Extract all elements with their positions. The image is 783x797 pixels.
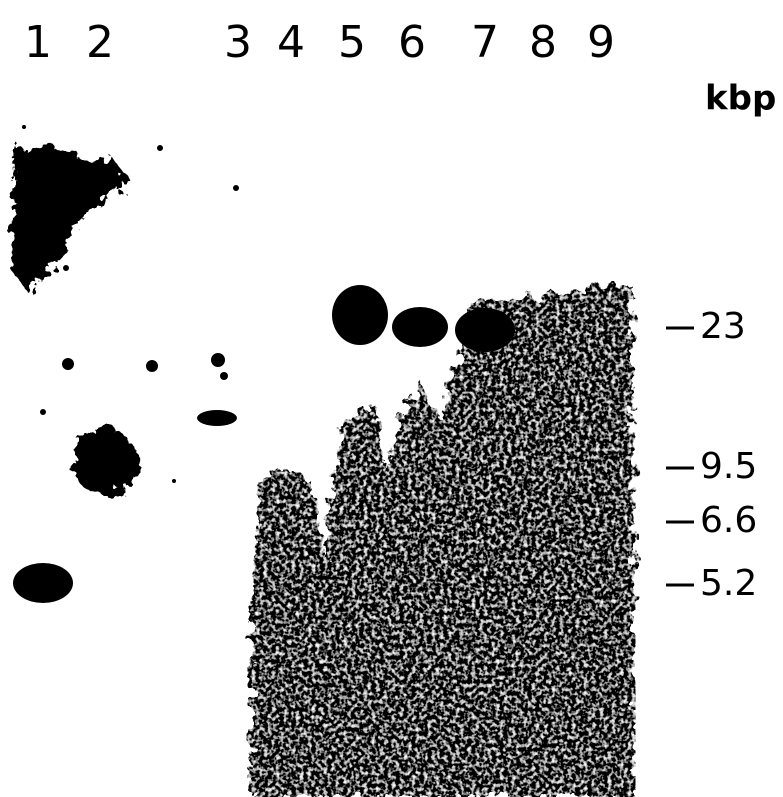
lane-label: 4 [277, 17, 305, 68]
lane-label: 9 [587, 17, 615, 68]
lane1-smear [12, 145, 130, 290]
lane-label: 6 [398, 17, 426, 68]
marker-label: 5.2 [700, 563, 757, 604]
unit-label: kbp [705, 79, 776, 119]
marker-label: 23 [700, 306, 746, 347]
gel-signal [12, 125, 635, 797]
lane-label: 8 [529, 17, 557, 68]
marker-label: 9.5 [700, 446, 757, 487]
lane-labels: 1 2 3 4 5 6 7 8 9 [24, 17, 615, 68]
marker-label: 6.6 [700, 500, 757, 541]
marker-dashes [666, 326, 694, 587]
lane-label: 2 [86, 17, 114, 68]
lane-label: 7 [471, 17, 499, 68]
lanes4-9-smear [252, 285, 635, 797]
lane-label: 3 [224, 17, 252, 68]
lane-label: 5 [338, 17, 366, 68]
lane-label: 1 [24, 17, 52, 68]
